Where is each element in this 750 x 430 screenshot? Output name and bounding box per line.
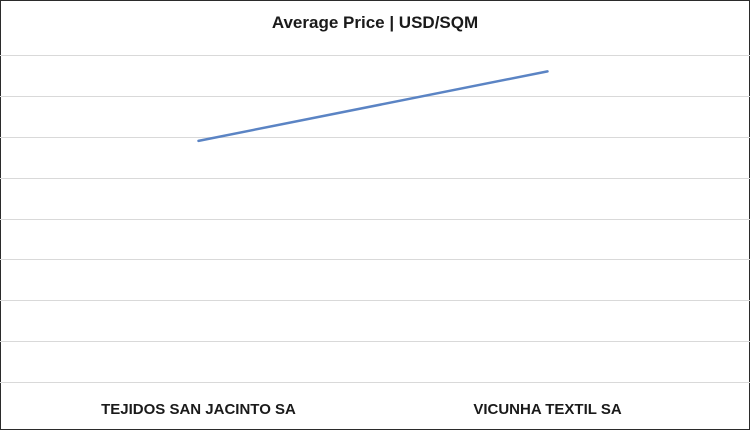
x-tick-label: TEJIDOS SAN JACINTO SA: [101, 401, 296, 418]
x-axis-tick-labels: TEJIDOS SAN JACINTO SA VICUNHA TEXTIL SA: [101, 401, 622, 418]
series-lines: [197, 70, 549, 143]
gridlines: [0, 55, 750, 383]
x-tick-label: VICUNHA TEXTIL SA: [473, 401, 622, 418]
chart-title: Average Price | USD/SQM: [271, 13, 479, 32]
series-line-0: [197, 70, 549, 143]
